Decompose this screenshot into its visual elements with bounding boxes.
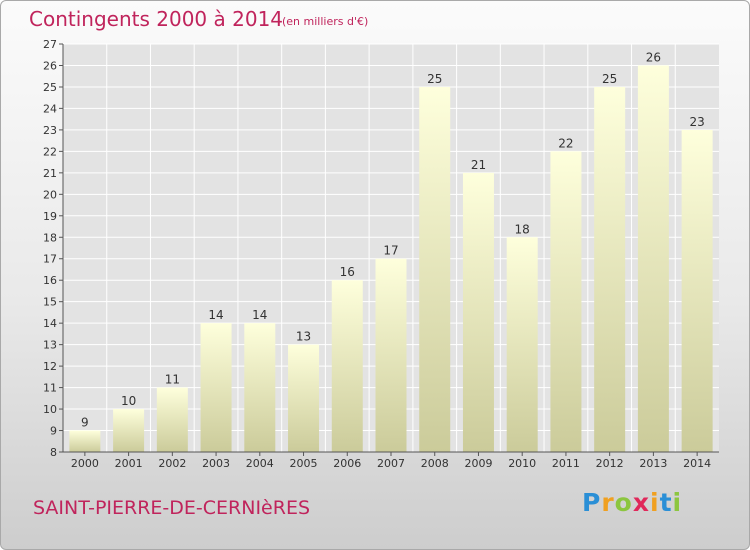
bar-2010	[506, 237, 538, 452]
bar-2002	[156, 387, 188, 452]
data-label-2001: 10	[121, 394, 136, 408]
logo-letter: x	[632, 488, 650, 517]
data-label-2011: 22	[558, 136, 573, 150]
y-tick-label-25: 25	[43, 81, 57, 94]
logo-letter: r	[601, 488, 615, 517]
y-tick-label-21: 21	[43, 167, 57, 180]
bars	[69, 65, 713, 453]
bar-2012	[594, 86, 626, 453]
x-tick-label-2009: 2009	[464, 457, 492, 470]
y-tick-label-15: 15	[43, 296, 57, 309]
x-tick-label-2012: 2012	[596, 457, 624, 470]
logo-letter: i	[650, 488, 660, 517]
bar-2013	[637, 65, 669, 452]
bar-2001	[113, 409, 145, 452]
logo-letter: t	[659, 488, 673, 517]
y-tick-label-20: 20	[43, 188, 57, 201]
logo-letter: o	[614, 488, 633, 517]
y-tick-label-18: 18	[43, 231, 57, 244]
x-tick-label-2011: 2011	[552, 457, 580, 470]
logo-letter: i	[672, 488, 683, 517]
y-tick-label-13: 13	[43, 339, 57, 352]
y-tick-label-10: 10	[43, 403, 57, 416]
x-tick-label-2003: 2003	[202, 457, 230, 470]
bar-2014	[681, 129, 713, 453]
chart-subtitle: (en milliers d'€)	[282, 15, 369, 28]
bar-2006	[331, 280, 363, 452]
data-label-2009: 21	[471, 158, 486, 172]
chart-title: Contingents 2000 à 2014	[29, 7, 284, 31]
y-tick-label-27: 27	[43, 38, 57, 51]
x-tick-label-2002: 2002	[158, 457, 186, 470]
y-tick-label-23: 23	[43, 124, 57, 137]
y-tick-label-16: 16	[43, 274, 57, 287]
proxiti-logo: Proxiti	[582, 488, 682, 517]
data-label-2000: 9	[81, 416, 89, 430]
x-tick-label-2000: 2000	[71, 457, 99, 470]
x-tick-label-2008: 2008	[421, 457, 449, 470]
y-tick-label-24: 24	[43, 102, 57, 115]
data-label-2003: 14	[208, 308, 223, 322]
y-tick-label-17: 17	[43, 253, 57, 266]
y-tick-label-22: 22	[43, 145, 57, 158]
bar-2009	[462, 172, 494, 452]
y-tick-label-9: 9	[50, 425, 57, 438]
bar-2004	[244, 323, 276, 452]
x-tick-label-2014: 2014	[683, 457, 711, 470]
x-tick-label-2001: 2001	[115, 457, 143, 470]
labels: 8 9 10 11 12 13 14 15 16 17 18 19 20 21 22 23 24 25 26 27 9 2…	[43, 38, 711, 470]
bar-2005	[288, 344, 320, 452]
x-tick-label-2005: 2005	[290, 457, 318, 470]
axes	[59, 43, 719, 456]
x-tick-label-2007: 2007	[377, 457, 405, 470]
y-tick-label-12: 12	[43, 360, 57, 373]
y-tick-label-14: 14	[43, 317, 57, 330]
y-tick-label-8: 8	[50, 446, 57, 459]
x-tick-label-2006: 2006	[333, 457, 361, 470]
y-tick-label-19: 19	[43, 210, 57, 223]
x-tick-label-2004: 2004	[246, 457, 274, 470]
bar-2008	[419, 86, 451, 453]
data-label-2010: 18	[515, 222, 530, 236]
place-name: SAINT-PIERRE-DE-CERNIèRES	[33, 497, 311, 519]
bar-2007	[375, 258, 407, 452]
logo-letter: P	[582, 488, 602, 517]
data-label-2014: 23	[689, 115, 704, 129]
bar-2000	[69, 430, 101, 452]
data-label-2004: 14	[252, 308, 267, 322]
data-label-2002: 11	[165, 373, 180, 387]
data-label-2012: 25	[602, 72, 617, 86]
y-tick-label-11: 11	[43, 382, 57, 395]
data-label-2006: 16	[340, 265, 355, 279]
data-label-2005: 13	[296, 330, 311, 344]
bar-2011	[550, 151, 582, 453]
x-tick-label-2010: 2010	[508, 457, 536, 470]
data-label-2008: 25	[427, 72, 442, 86]
x-tick-label-2013: 2013	[639, 457, 667, 470]
bar-2003	[200, 323, 232, 452]
data-label-2013: 26	[646, 50, 661, 64]
y-tick-label-26: 26	[43, 59, 57, 72]
data-label-2007: 17	[383, 244, 398, 258]
